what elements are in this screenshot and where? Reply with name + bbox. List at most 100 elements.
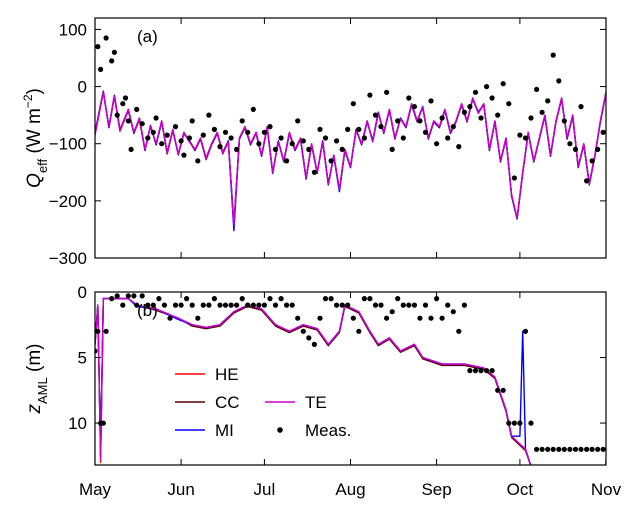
measurement-point — [100, 420, 106, 426]
measurement-point — [495, 112, 501, 118]
series-group — [95, 90, 606, 232]
measurement-point — [528, 420, 534, 426]
measurement-point — [195, 315, 201, 321]
measurement-point — [589, 446, 595, 452]
measurement-point — [556, 446, 562, 452]
measurement-point — [478, 115, 484, 121]
measurement-point — [125, 118, 131, 124]
measurement-point — [378, 302, 384, 308]
measurement-point — [372, 112, 379, 118]
measurement-point — [131, 293, 137, 299]
series-line-cc — [95, 297, 606, 465]
measurement-point — [411, 302, 417, 308]
measurement-point — [578, 104, 584, 110]
measurement-point — [428, 98, 434, 104]
measurement-point — [578, 446, 584, 452]
measurement-point — [261, 302, 267, 308]
measurement-point — [534, 86, 540, 92]
measurement-point — [461, 109, 467, 115]
measurement-point — [311, 341, 317, 347]
measurement-point — [550, 52, 556, 58]
measurement-point — [300, 328, 306, 334]
measurement-point — [361, 135, 367, 141]
measurement-point — [406, 95, 412, 101]
measurement-point — [384, 315, 390, 321]
measurement-point — [272, 146, 279, 152]
legend-label: MI — [215, 421, 234, 440]
measurement-point — [506, 420, 512, 426]
measurement-point — [164, 132, 170, 138]
measurement-point — [500, 81, 506, 87]
measurement-point — [156, 296, 162, 302]
measurement-point — [250, 302, 256, 308]
series-line-te — [95, 91, 606, 226]
measurement-point — [172, 124, 179, 130]
measurement-point — [356, 328, 362, 334]
measurement-point — [389, 309, 395, 315]
measurement-point — [350, 315, 356, 321]
measurement-point — [472, 89, 479, 95]
measurement-point — [356, 126, 362, 132]
measurement-point — [217, 144, 223, 150]
measurement-point — [511, 175, 517, 181]
measurement-points — [95, 293, 611, 452]
measurement-point — [528, 115, 534, 121]
x-tick-label: Jul — [254, 480, 276, 499]
measurement-point — [239, 296, 245, 302]
measurement-point — [417, 315, 423, 321]
measurement-point — [234, 146, 240, 152]
measurement-point — [245, 129, 251, 135]
series-line-te — [95, 297, 606, 465]
measurement-point — [567, 141, 573, 147]
series-group — [95, 297, 606, 465]
measurement-point — [289, 302, 295, 308]
measurement-point — [200, 302, 206, 308]
measurement-point — [228, 302, 234, 308]
measurement-point — [128, 146, 134, 152]
x-tick-label: May — [79, 480, 112, 499]
legend-swatch — [277, 427, 283, 433]
measurement-point — [372, 302, 379, 308]
measurement-point — [295, 315, 301, 321]
measurement-point — [172, 302, 179, 308]
measurement-point — [103, 328, 109, 334]
measurement-point — [395, 296, 401, 302]
measurement-point — [120, 101, 126, 107]
measurement-point — [250, 106, 256, 112]
measurement-point — [400, 135, 406, 141]
measurement-point — [267, 296, 273, 302]
measurement-point — [150, 302, 156, 308]
measurement-point — [200, 132, 206, 138]
measurement-point — [186, 135, 192, 141]
measurement-point — [584, 446, 590, 452]
measurement-point — [389, 146, 395, 152]
measurement-point — [306, 335, 312, 341]
x-tick-label: Jun — [167, 480, 194, 499]
y-tick-label: −100 — [49, 135, 87, 154]
measurement-point — [217, 302, 223, 308]
measurement-point — [428, 315, 434, 321]
measurement-point — [400, 302, 406, 308]
measurement-point — [153, 115, 159, 121]
measurement-point — [114, 112, 120, 118]
measurement-point — [306, 146, 312, 152]
measurement-point — [114, 293, 120, 299]
measurement-point — [450, 309, 456, 315]
measurement-point — [606, 447, 611, 452]
y-tick-label: 10 — [68, 414, 87, 433]
measurement-point — [467, 104, 473, 110]
measurement-point — [345, 302, 351, 308]
measurement-point — [411, 104, 417, 110]
measurement-point — [595, 146, 601, 152]
legend: HE CC MI TE Meas. — [175, 365, 351, 440]
measurement-point — [261, 129, 267, 135]
measurement-point — [506, 101, 512, 107]
measurement-point — [600, 129, 606, 135]
measurement-point — [95, 348, 98, 354]
measurement-point — [322, 135, 329, 141]
measurement-point — [445, 135, 451, 141]
panel-label: (b) — [137, 301, 158, 320]
measurement-point — [584, 178, 590, 184]
measurement-point — [178, 138, 184, 144]
